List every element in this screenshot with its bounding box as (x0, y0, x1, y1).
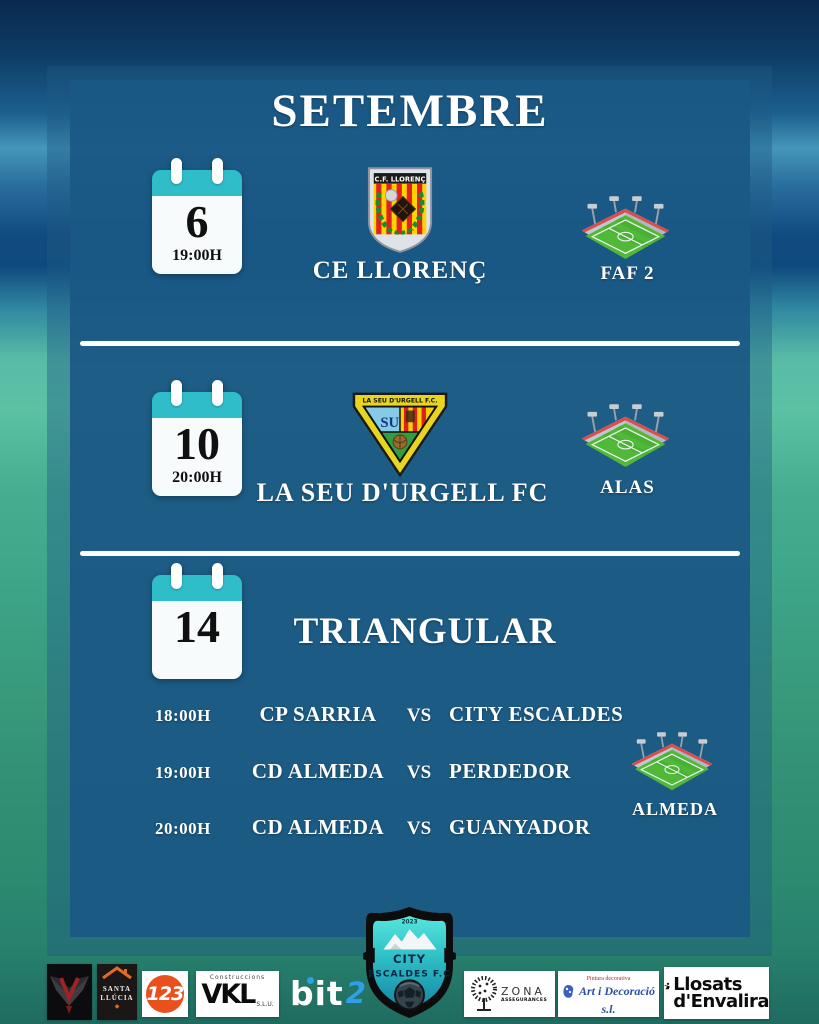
sponsor-bit2-logo: bit 2 (290, 970, 370, 1016)
fixture-row: 19:00H CD ALMEDA VS PERDEDOR (155, 759, 571, 784)
badge-monogram: SU (380, 415, 399, 431)
sponsor-eagle-logo (47, 964, 92, 1020)
stadium-icon (581, 196, 670, 259)
separator-line (80, 551, 740, 556)
fixture-row: 20:00H CD ALMEDA VS GUANYADOR (155, 815, 590, 840)
calendar-ring-icon (212, 380, 223, 406)
sponsor-llosats-line2: d'Envalira (673, 991, 769, 1012)
roof-icon (102, 966, 132, 980)
eagle-icon (50, 976, 89, 1014)
sponsor-llosats-line1: Llosats (673, 973, 742, 995)
fixture-time: 18:00H (155, 706, 211, 725)
sponsor-bit2-suffix: 2 (345, 976, 366, 1010)
paint-palette-icon (563, 984, 574, 998)
sponsor-art-decoracio-logo: Pintura decorativa Art i Decoració s.l. (558, 971, 659, 1017)
calendar-icon: 14 (152, 563, 242, 680)
fixture-time: 20:00H (155, 819, 211, 838)
sponsor-name-line: SANTA (102, 985, 132, 993)
fixture-home-team: CP SARRIA (259, 702, 377, 726)
logo-year: 2023 (401, 919, 417, 925)
venue-label: ALAS (600, 477, 655, 498)
logo-line1: CITY (393, 952, 426, 966)
badge-header-text: C.F. LLORENÇ (375, 175, 426, 183)
fixture-home-team: CD ALMEDA (251, 759, 385, 783)
sponsor-zona-sub: ASSEGURANCES (501, 998, 548, 1003)
separator-line (80, 341, 740, 346)
logo-line2: ESCALDES F.C (368, 968, 451, 979)
match-time: 19:00H (172, 247, 222, 265)
sponsor-123-badge: 123 (146, 975, 184, 1013)
la-seu-urgell-badge-icon: LA SEU D'URGELL F.C. SU (352, 392, 448, 478)
tree-icon (471, 976, 497, 1011)
stadium-icon (581, 404, 670, 467)
calendar-header (152, 170, 242, 196)
fixture-home-team: CD ALMEDA (251, 815, 385, 839)
soccer-ball-icon (394, 979, 425, 1011)
calendar-ring-icon (212, 563, 223, 589)
city-escaldes-logo: 2023 CITY ESCALDES F.C (363, 906, 456, 1019)
fixture-vs-label: VS (406, 818, 432, 839)
match-day: 6 (185, 196, 209, 247)
fixture-row: 18:00H CP SARRIA VS CITY ESCALDES (155, 702, 623, 727)
fixture-away-team: PERDEDOR (449, 759, 571, 783)
roofer-icon (664, 982, 670, 990)
calendar-icon: 6 19:00H (152, 158, 242, 275)
fixture-time: 19:00H (155, 763, 211, 782)
diamond-mark: ◆ (114, 1003, 120, 1010)
sponsor-llosats-logo: Llosats d'Envalira (664, 967, 769, 1019)
sponsor-art-top: Pintura decorativa (586, 976, 631, 982)
sponsor-santa-llucia-logo: SANTA LLÚCIA ◆ (97, 964, 137, 1020)
match-time: 20:00H (172, 469, 222, 487)
ce-llorenc-badge-icon: C.F. LLORENÇ (367, 167, 433, 253)
calendar-header (152, 392, 242, 418)
fixture-vs-label: VS (406, 705, 432, 726)
sponsor-name-line: LLÚCIA (100, 993, 134, 1002)
match-day: 14 (174, 601, 220, 652)
sponsor-vkl-name: VKL (201, 979, 256, 1010)
tournament-title: TRIANGULAR (293, 611, 557, 652)
sponsor-art-name: Art i Decoració s.l. (579, 984, 655, 1016)
badge-header-text: LA SEU D'URGELL F.C. (362, 398, 437, 405)
mountains-icon (383, 929, 437, 950)
venue-label: ALMEDA (632, 799, 718, 819)
sponsor-bit2-name: bit (290, 973, 344, 1013)
sponsor-123-logo: 123 (142, 971, 188, 1017)
calendar-header (152, 575, 242, 601)
fixture-vs-label: VS (406, 762, 432, 783)
fixture-away-team: GUANYADOR (449, 815, 591, 839)
calendar-ring-icon (171, 380, 182, 406)
opponent-name: LA SEU D'URGELL FC (256, 478, 549, 507)
sponsor-vkl-top: Construccions (209, 974, 266, 981)
sponsor-vkl-logo: Construccions VKL S.L.U. (196, 971, 279, 1017)
sponsor-zona-name: ZONA (501, 985, 545, 998)
sponsor-zona-logo: ZONA ASSEGURANCES (464, 971, 555, 1017)
fixture-away-team: CITY ESCALDES (449, 702, 624, 726)
stadium-icon (631, 732, 713, 791)
calendar-icon: 10 20:00H (152, 380, 242, 497)
calendar-ring-icon (212, 158, 223, 184)
page-title: SETEMBRE (271, 85, 549, 137)
opponent-name: CE LLORENÇ (312, 257, 488, 284)
sponsor-vkl-suffix: S.L.U. (256, 1001, 274, 1008)
calendar-ring-icon (171, 158, 182, 184)
match-day: 10 (174, 418, 220, 469)
venue-label: FAF 2 (600, 263, 655, 284)
calendar-ring-icon (171, 563, 182, 589)
